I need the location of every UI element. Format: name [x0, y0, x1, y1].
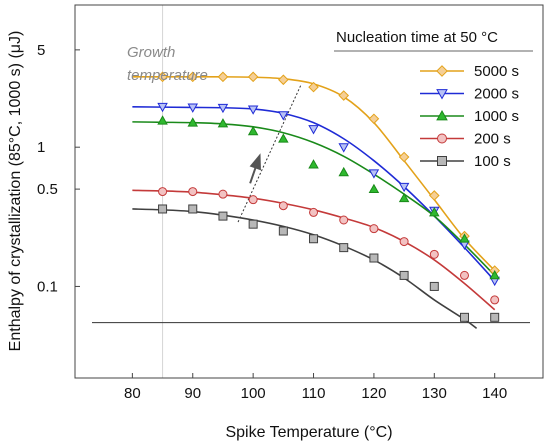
x-tick-label: 100 — [241, 385, 266, 402]
data-point-1000-s — [187, 117, 199, 127]
legend-marker-100-s — [437, 156, 447, 166]
data-point-100-s — [399, 270, 409, 280]
data-point-1000-s — [368, 183, 380, 194]
data-point-5000-s — [217, 71, 229, 83]
data-point-200-s — [188, 187, 198, 197]
data-point-100-s — [309, 234, 319, 244]
data-point-200-s — [309, 207, 319, 217]
y-tick-label: 5 — [37, 42, 45, 59]
data-point-200-s — [158, 187, 168, 197]
data-point-5000-s — [338, 90, 350, 101]
data-point-100-s — [429, 281, 439, 291]
legend-marker-5000-s — [436, 65, 448, 77]
data-point-100-s — [490, 312, 500, 322]
data-point-5000-s — [398, 151, 410, 163]
data-point-5000-s — [247, 71, 259, 83]
data-point-1000-s — [398, 192, 410, 203]
y-tick-label: 0.5 — [37, 181, 58, 198]
y-tick-label: 0.1 — [37, 278, 58, 295]
legend-title: Nucleation time at 50 °C — [336, 29, 498, 46]
legend-label-5000-s: 5000 s — [474, 63, 519, 80]
legend: Nucleation time at 50 °C 5000 s 2000 s 100… — [334, 29, 533, 170]
data-point-5000-s — [157, 71, 168, 83]
data-point-100-s — [248, 219, 258, 229]
data-point-5000-s — [187, 71, 199, 83]
x-tick-label: 90 — [184, 385, 201, 402]
data-point-100-s — [158, 204, 168, 214]
data-point-200-s — [369, 224, 379, 234]
data-point-100-s — [278, 226, 288, 236]
data-point-2000-s — [247, 105, 259, 115]
legend-entries: 5000 s 2000 s 1000 s 200 s 100 s — [420, 63, 519, 170]
legend-label-200-s: 200 s — [474, 131, 511, 148]
x-axis-title: Spike Temperature (°C) — [225, 424, 392, 441]
data-point-1000-s — [429, 207, 440, 217]
data-point-200-s — [429, 249, 439, 259]
arrow-head — [249, 153, 261, 171]
data-point-200-s — [399, 237, 409, 247]
x-tick-label: 120 — [361, 385, 386, 402]
data-point-1000-s — [217, 118, 229, 128]
legend-marker-1000-s — [436, 110, 448, 121]
data-point-5000-s — [428, 190, 440, 201]
data-point-200-s — [278, 201, 288, 211]
growth-temperature-label-line1: Growth — [127, 44, 175, 61]
data-point-200-s — [218, 189, 228, 199]
growth-temperature-label-line2: temperature — [127, 67, 208, 84]
x-tick-label: 110 — [302, 385, 326, 402]
data-point-1000-s — [308, 159, 319, 169]
fit-curve-1000-s — [132, 121, 496, 276]
data-point-1000-s — [489, 269, 500, 280]
data-point-1000-s — [278, 133, 289, 143]
data-point-200-s — [459, 270, 469, 280]
x-tick-label: 140 — [482, 385, 507, 402]
data-point-1000-s — [338, 166, 349, 177]
legend-label-1000-s: 1000 s — [474, 108, 519, 125]
data-point-100-s — [339, 243, 349, 253]
legend-marker-2000-s — [436, 89, 448, 100]
data-point-2000-s — [217, 103, 229, 114]
x-tick-label: 80 — [124, 385, 141, 402]
x-axis: 80 90 100 110 120 130 140 — [124, 373, 507, 402]
data-points — [157, 71, 500, 322]
data-point-100-s — [459, 312, 469, 322]
plot-area-frame — [74, 4, 544, 379]
legend-marker-200-s — [437, 133, 447, 144]
y-axis: 0.1 0.5 1 5 — [37, 42, 80, 295]
legend-label-100-s: 100 s — [474, 153, 511, 170]
data-point-1000-s — [247, 125, 259, 136]
data-point-100-s — [188, 204, 198, 214]
data-point-200-s — [248, 195, 258, 205]
data-point-5000-s — [308, 81, 319, 93]
fit-curve-100-s — [132, 208, 478, 329]
data-point-2000-s — [308, 125, 319, 135]
data-point-2000-s — [338, 143, 349, 153]
data-point-2000-s — [398, 182, 410, 193]
data-point-5000-s — [368, 113, 380, 125]
data-point-1000-s — [157, 115, 168, 125]
y-tick-label: 1 — [37, 139, 45, 156]
data-point-1000-s — [459, 233, 470, 243]
data-point-100-s — [369, 253, 379, 263]
data-point-2000-s — [157, 102, 168, 113]
data-point-5000-s — [278, 74, 289, 86]
data-point-2000-s — [187, 103, 199, 113]
data-point-200-s — [490, 295, 500, 305]
data-point-100-s — [218, 211, 228, 221]
data-point-2000-s — [368, 169, 380, 179]
arrow-dotted-line — [237, 83, 302, 223]
legend-label-2000-s: 2000 s — [474, 86, 519, 103]
data-point-2000-s — [278, 111, 289, 121]
y-axis-title: Enthalpy of crystallization (85°C, 1000 … — [7, 31, 24, 352]
x-tick-label: 130 — [422, 385, 447, 402]
data-point-200-s — [339, 215, 349, 225]
